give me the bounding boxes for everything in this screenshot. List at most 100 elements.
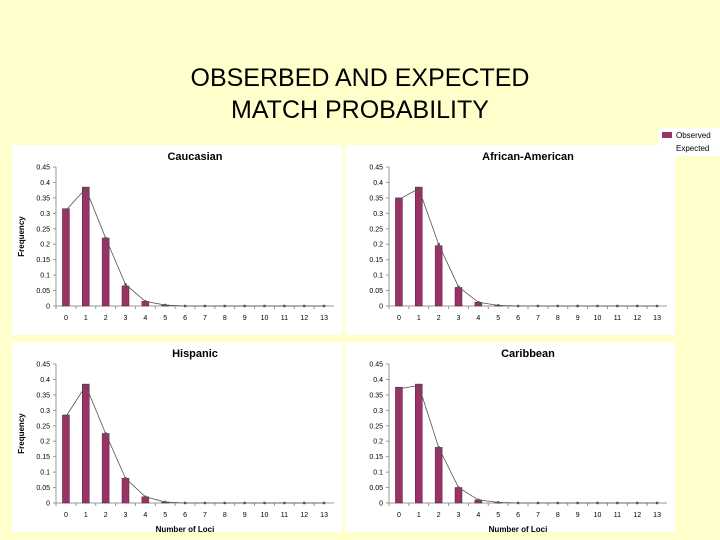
x-tick-label: 9 — [243, 512, 247, 519]
x-tick-label: 13 — [653, 512, 661, 519]
y-tick-label: 0.35 — [369, 195, 383, 202]
x-tick-label: 7 — [536, 512, 540, 519]
x-tick-label: 4 — [476, 512, 480, 519]
observed-bar — [82, 383, 90, 504]
x-tick-label: 1 — [417, 315, 421, 322]
x-tick-label: 1 — [84, 315, 88, 322]
expected-line — [398, 188, 658, 307]
x-tick-label: 11 — [614, 512, 621, 519]
x-tick-label: 10 — [594, 315, 602, 322]
x-tick-label: 5 — [163, 512, 167, 519]
y-tick-label: 0 — [379, 501, 383, 508]
x-tick-label: 6 — [516, 315, 520, 322]
x-tick-label: 7 — [203, 512, 207, 519]
x-axis-label: Number of Loci — [489, 525, 548, 532]
x-tick-label: 3 — [457, 315, 461, 322]
observed-bar — [415, 383, 423, 504]
expected-point — [164, 500, 167, 504]
x-tick-label: 7 — [536, 315, 540, 322]
observed-bar — [62, 208, 70, 307]
x-tick-label: 8 — [223, 315, 227, 322]
expected-point — [144, 300, 147, 303]
x-tick-label: 10 — [261, 315, 269, 322]
x-tick-label: 3 — [124, 315, 128, 322]
x-tick-label: 6 — [183, 512, 187, 519]
y-tick-label: 0.1 — [40, 470, 50, 477]
x-tick-label: 11 — [614, 315, 621, 322]
x-tick-label: 8 — [556, 512, 560, 519]
expected-point — [576, 501, 579, 505]
observed-bar — [454, 487, 463, 504]
y-tick-label: 0.1 — [373, 470, 383, 477]
x-tick-label: 5 — [163, 315, 167, 322]
x-tick-label: 13 — [320, 512, 328, 519]
slide-title-line-2: MATCH PROBABILITY — [231, 96, 489, 124]
y-tick-label: 0.25 — [36, 423, 50, 430]
x-tick-label: 12 — [633, 512, 641, 519]
x-tick-label: 10 — [594, 512, 602, 519]
expected-point — [437, 446, 440, 449]
x-axis-label: Number of Loci — [156, 525, 215, 532]
expected-line — [65, 384, 325, 504]
chart-caucasian: Caucasian 0 0.05 0.1 0.15 0.2 0.25 0.3 0.35 0.4 0.… — [12, 145, 342, 335]
x-tick-label: 2 — [437, 315, 441, 322]
y-tick-label: 0.35 — [36, 195, 50, 202]
y-tick-label: 0.15 — [369, 454, 383, 461]
expected-point — [536, 304, 540, 308]
chart-svg: Caucasian 0 0.05 0.1 0.15 0.2 0.25 0.3 0.35 0.4 0.… — [17, 151, 334, 322]
observed-bar — [415, 186, 423, 307]
expected-point — [84, 187, 87, 190]
x-tick-label: 2 — [437, 512, 441, 519]
y-tick-label: 0.35 — [369, 392, 383, 399]
chart-title: Hispanic — [172, 348, 218, 360]
x-tick-label: 12 — [633, 315, 641, 322]
chart-svg: African-American 0 0.05 0.1 0.15 0.2 0.25 0.3 0.… — [369, 151, 667, 322]
expected-point — [243, 501, 246, 505]
y-tick-label: 0.45 — [369, 165, 383, 172]
observed-bar — [121, 478, 130, 504]
y-tick-label: 0.45 — [36, 362, 50, 369]
x-tick-label: 13 — [653, 315, 661, 322]
expected-point — [576, 304, 579, 308]
expected-point — [283, 501, 286, 505]
x-tick-label: 3 — [457, 512, 461, 519]
expected-point — [596, 501, 599, 505]
expected-point — [322, 501, 326, 505]
expected-point — [417, 384, 420, 387]
x-tick-label: 4 — [476, 315, 480, 322]
x-tick-label: 10 — [261, 512, 269, 519]
y-tick-label: 0.05 — [36, 485, 50, 492]
expected-point — [536, 501, 540, 505]
expected-point — [616, 501, 619, 505]
x-tick-label: 11 — [281, 315, 288, 322]
expected-point — [477, 301, 480, 304]
expected-point — [283, 304, 286, 308]
y-tick-label: 0.4 — [373, 180, 383, 187]
y-tick-label: 0.4 — [373, 377, 383, 384]
expected-point — [477, 498, 480, 502]
y-tick-label: 0.35 — [36, 392, 50, 399]
observed-bar — [82, 186, 90, 307]
expected-point — [516, 501, 520, 505]
expected-point — [303, 304, 306, 308]
x-tick-label: 13 — [320, 315, 328, 322]
chart-title: Caucasian — [167, 151, 222, 163]
x-tick-label: 0 — [397, 315, 401, 322]
x-tick-label: 9 — [576, 315, 580, 322]
chart-svg: Hispanic 0 0.05 0.1 0.15 0.2 0.25 0.3 0.35 0.4 0.4… — [17, 348, 334, 532]
x-tick-label: 7 — [203, 315, 207, 322]
y-tick-label: 0.15 — [36, 257, 50, 264]
slide-title-line-1: OBSERBED AND EXPECTED — [190, 64, 530, 92]
legend-item-observed: Observed — [662, 130, 711, 140]
x-tick-label: 6 — [183, 315, 187, 322]
x-tick-label: 8 — [223, 512, 227, 519]
y-tick-label: 0.1 — [373, 273, 383, 280]
y-tick-label: 0.45 — [36, 165, 50, 172]
y-tick-label: 0 — [46, 304, 50, 311]
expected-point — [64, 415, 68, 418]
expected-line — [398, 385, 658, 504]
legend-expected-label: Expected — [676, 143, 710, 153]
expected-point — [322, 304, 326, 308]
expected-point — [636, 501, 639, 505]
x-tick-label: 6 — [516, 512, 520, 519]
